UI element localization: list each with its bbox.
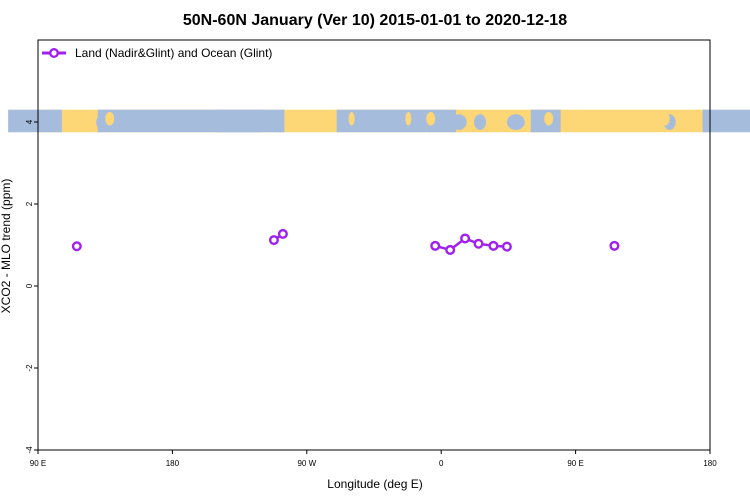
legend-label: Land (Nadir&Glint) and Ocean (Glint) [75,46,272,60]
x-tick-label: 90 W [297,459,316,468]
map-ocean [217,109,285,133]
map-ocean-patch [451,114,467,130]
data-point [430,240,441,251]
x-tick-label: 180 [166,459,180,468]
y-tick-label: -2 [25,364,34,372]
map-ocean [702,109,750,133]
map-land-patch [660,111,670,126]
data-point [71,241,82,252]
y-tick-label: -4 [25,446,34,454]
y-ticks: -4 -2 0 2 4 [25,119,38,454]
map-land-patch [405,111,412,126]
legend-marker [49,48,60,59]
map-ocean-patch [256,114,271,130]
map-land-patch [544,111,554,126]
data-point [445,244,456,255]
map-land-patch [426,111,436,126]
x-tick-label: 180 [703,459,717,468]
x-ticks: 90 E 180 90 W 0 90 E 180 [30,450,717,468]
y-axis-label: XCO2 - MLO trend (ppm) [0,179,13,314]
x-tick-label: 90 E [30,459,46,468]
x-tick-label: 90 E [567,459,583,468]
series-layer [71,228,620,255]
chart-title: 50N-60N January (Ver 10) 2015-01-01 to 2… [183,12,567,29]
data-point [609,240,620,251]
y-tick-label: 4 [25,119,34,124]
map-land-patch [105,111,115,126]
map-land-patch [566,111,573,126]
map-ocean-patch [344,114,366,130]
map-ocean [8,109,62,133]
plot-frame [37,39,711,451]
data-point [277,228,288,239]
x-axis-label: Longitude (deg E) [327,477,422,491]
legend: Land (Nadir&Glint) and Ocean (Glint) [42,46,272,60]
map-ocean-patch [474,114,486,130]
y-tick-label: 2 [25,201,34,206]
map-ocean-patch [506,114,525,130]
map-ocean-patch [96,114,109,130]
data-point [501,241,512,252]
data-point [460,233,471,244]
y-tick-label: 0 [25,283,34,288]
map-land-patch [348,111,355,126]
map-ocean-patch [372,114,385,130]
data-point [488,240,499,251]
data-point [268,235,279,246]
data-point [473,238,484,249]
x-tick-label: 0 [439,459,444,468]
map-land-patch [287,111,297,126]
map-strip [8,109,750,133]
